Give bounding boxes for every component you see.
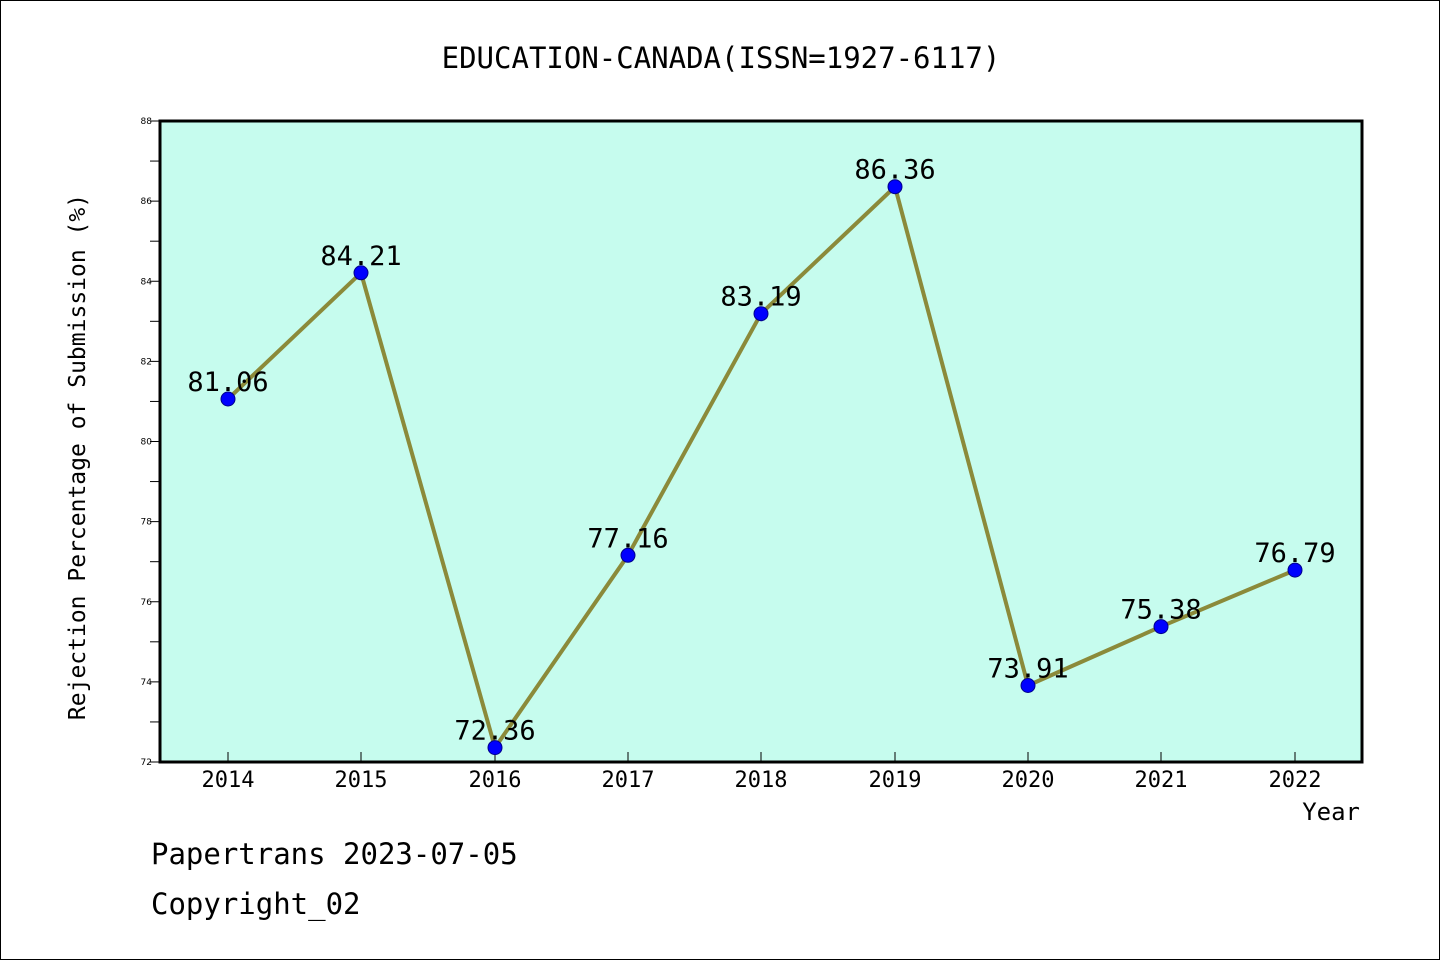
data-label: 86.36 — [854, 155, 935, 186]
x-tick-label: 2019 — [869, 768, 922, 793]
data-point — [1020, 678, 1036, 693]
y-tick-label: 86 — [141, 197, 153, 207]
y-tick-label: 72 — [141, 758, 152, 768]
x-tick-label: 2014 — [202, 768, 255, 793]
y-tick-label: 84 — [141, 277, 153, 287]
x-tick-label: 2018 — [735, 768, 788, 793]
footer-date: Papertrans 2023-07-05 — [151, 837, 518, 871]
data-label: 81.06 — [187, 367, 268, 398]
y-tick-label: 76 — [141, 598, 153, 608]
series-markers — [220, 179, 1303, 756]
data-point — [487, 740, 503, 756]
data-label: 76.79 — [1254, 538, 1335, 569]
data-point — [753, 306, 769, 322]
data-point — [620, 547, 636, 563]
x-tick-label: 2015 — [335, 768, 388, 793]
y-tick-label: 82 — [141, 357, 152, 367]
data-point — [1153, 619, 1169, 635]
x-axis-label: Year — [1302, 798, 1360, 826]
x-tick-label: 2022 — [1269, 768, 1322, 793]
data-point — [220, 391, 236, 407]
data-point — [353, 265, 369, 281]
y-tick-label: 80 — [141, 438, 153, 448]
data-labels: 81.06 84.21 72.36 77.16 83.19 86.36 73.91 75.38… — [187, 155, 1335, 747]
x-tick-label: 2020 — [1002, 768, 1055, 793]
data-point — [1287, 562, 1303, 578]
footer-copyright: Copyright_02 — [151, 887, 361, 921]
x-tick-label: 2017 — [602, 768, 655, 793]
data-label: 72.36 — [454, 716, 535, 747]
y-tick-label: 88 — [141, 117, 153, 127]
data-label: 73.91 — [987, 654, 1068, 685]
data-label: 84.21 — [320, 241, 401, 272]
data-point — [887, 179, 903, 195]
y-tick-label: 74 — [141, 678, 153, 688]
data-label: 77.16 — [587, 523, 668, 554]
y-axis: 72 74 76 78 80 82 84 86 88 — [141, 117, 160, 768]
data-label: 75.38 — [1120, 595, 1201, 626]
data-label: 83.19 — [720, 282, 801, 313]
x-tick-label: 2016 — [469, 768, 522, 793]
y-axis-label: Rejection Percentage of Submission (%) — [65, 194, 91, 720]
chart-title: EDUCATION-CANADA(ISSN=1927-6117) — [442, 41, 1001, 75]
y-tick-label: 78 — [141, 518, 153, 528]
x-axis: 2014 2015 2016 2017 2018 2019 2020 2021 2022 — [202, 752, 1322, 793]
x-tick-label: 2021 — [1135, 768, 1188, 793]
plot-area — [158, 119, 1364, 764]
